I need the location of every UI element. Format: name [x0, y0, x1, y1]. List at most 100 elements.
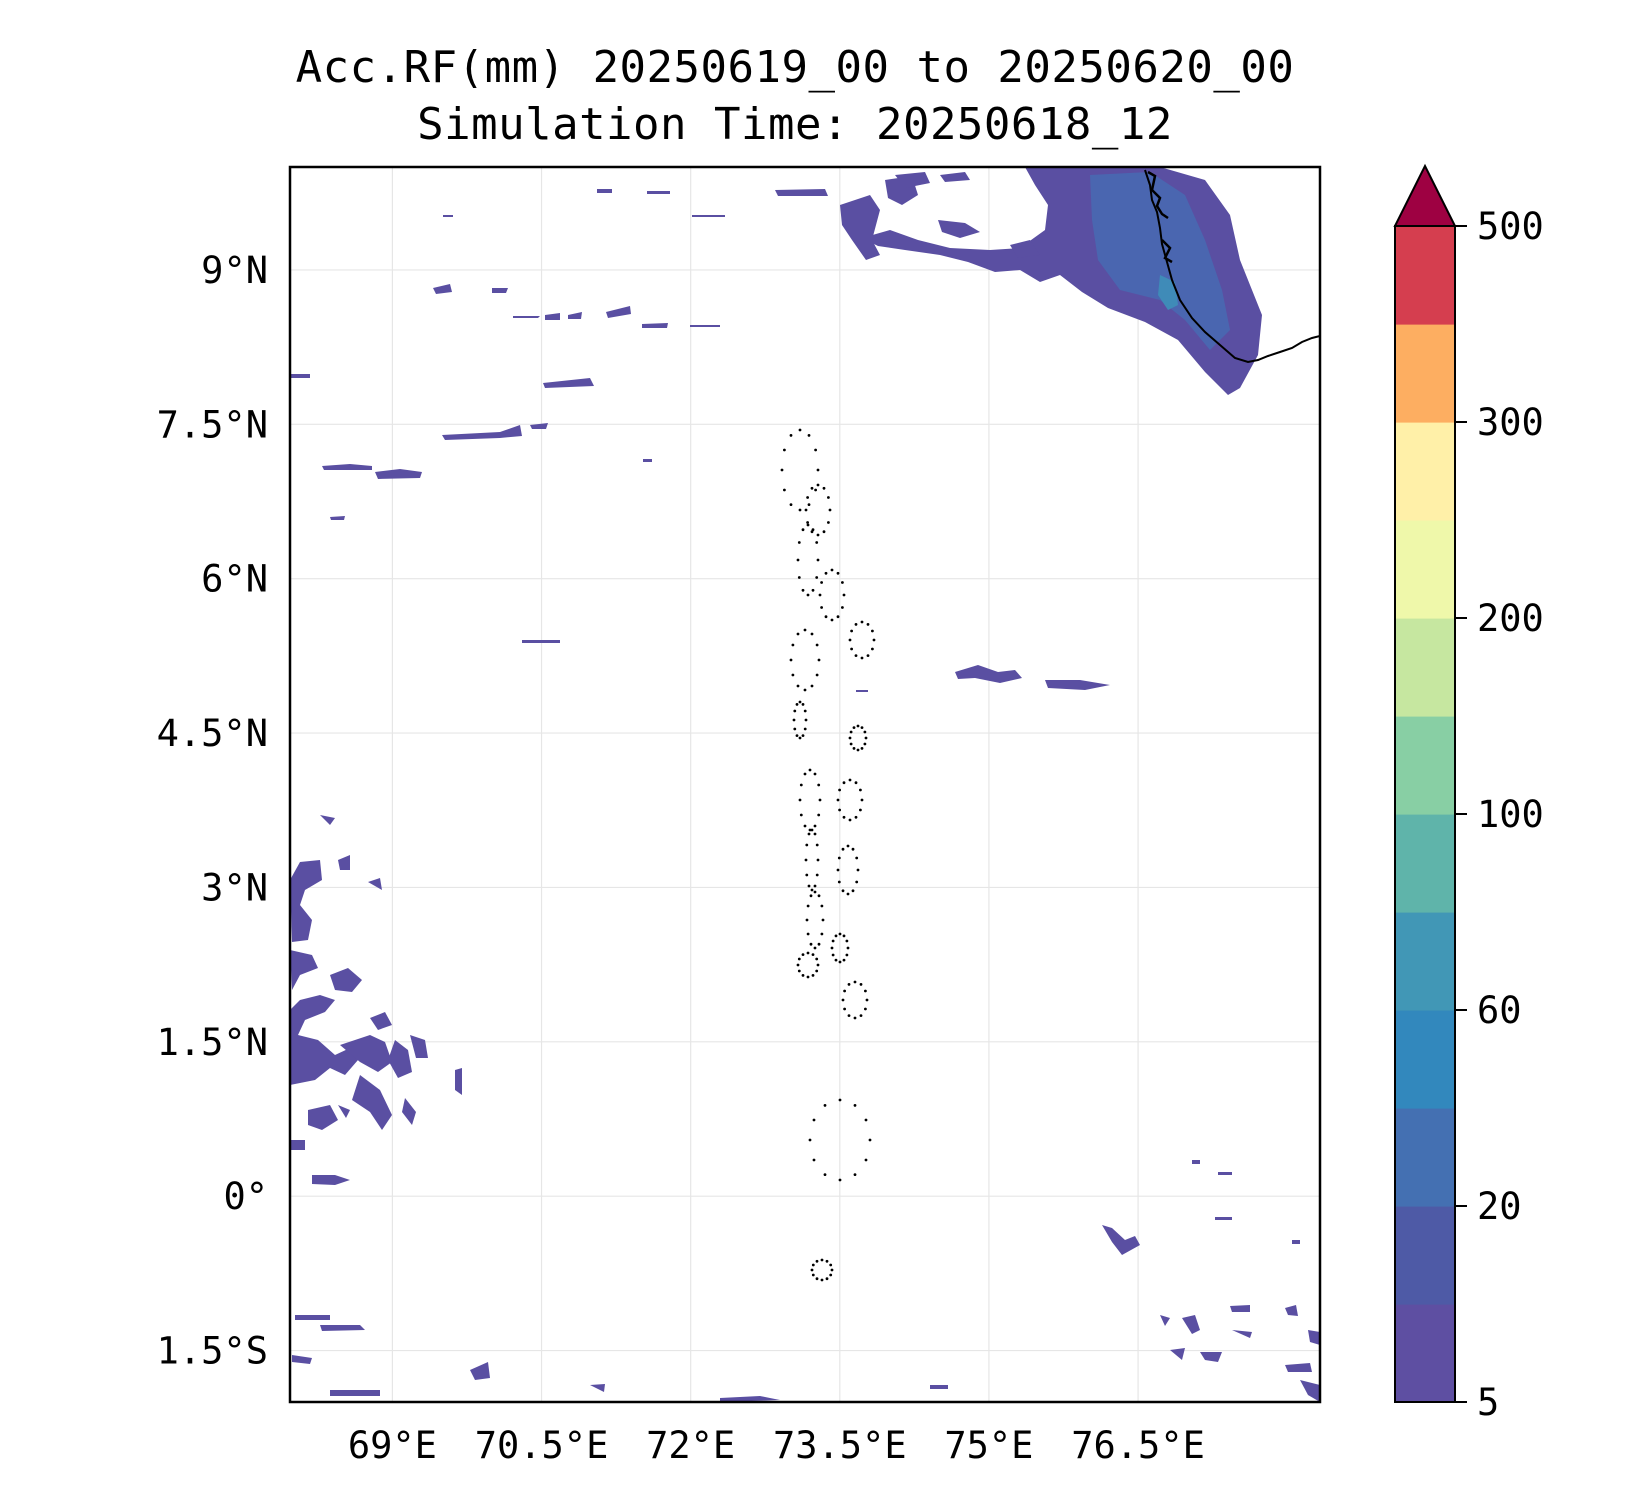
rain-patch [690, 325, 720, 327]
atoll-dot [813, 946, 817, 950]
rain-patch [338, 855, 350, 870]
rain-patch [606, 306, 631, 318]
rain-patch [1300, 1380, 1320, 1402]
atoll-dot [801, 588, 805, 592]
colorbar-segment [1395, 814, 1455, 913]
rain-patch [1200, 1352, 1222, 1362]
atoll-dot [798, 736, 802, 740]
atoll-dot [803, 628, 807, 632]
rain-patch [402, 1098, 416, 1125]
rain-patch [338, 1105, 350, 1118]
lat-tick-label: 1.5°N [157, 1021, 268, 1064]
atoll-dot [814, 448, 817, 452]
colorbar-segment [1395, 324, 1455, 423]
atoll-dot [838, 932, 842, 936]
atoll-dot [807, 884, 811, 888]
atoll-dot [820, 1278, 824, 1282]
rain-patch [322, 464, 372, 470]
atoll-dot [818, 593, 822, 597]
lat-tick-label: 6°N [201, 558, 268, 601]
atoll-dot [868, 1138, 872, 1142]
rain-patch [320, 815, 335, 825]
rain-patch [775, 189, 828, 196]
atoll-dot [817, 783, 821, 787]
atoll-dot [805, 918, 809, 922]
atoll-dot [846, 844, 850, 848]
rain-patch [647, 191, 670, 194]
atoll-dot [854, 781, 858, 785]
atoll-dot [864, 1007, 867, 1011]
atoll-dot [825, 1259, 829, 1263]
atoll-dot [851, 889, 855, 893]
atoll-dot [808, 768, 812, 772]
rain-patch [545, 313, 560, 320]
rain-patch [443, 215, 453, 217]
colorbar-tick-label: 5 [1477, 1381, 1499, 1424]
atoll-dot [813, 890, 817, 894]
atoll-dot [820, 606, 823, 609]
colorbar-segment [1395, 716, 1455, 815]
rain-patch [1170, 1348, 1185, 1360]
colorbar-segment [1395, 422, 1455, 521]
atoll-dot [814, 488, 817, 492]
atoll-dot [809, 942, 813, 946]
atoll-dot [842, 781, 846, 785]
atoll-dot [815, 873, 819, 877]
rain-patch [290, 860, 322, 942]
atoll-dot [796, 684, 800, 688]
atoll-dot [806, 951, 810, 955]
maldives-atolls [780, 428, 876, 1282]
atoll-dot [822, 530, 826, 534]
atoll-dot [838, 960, 842, 964]
atoll-dot [829, 1273, 833, 1277]
atoll-dot [856, 868, 860, 872]
rain-patch-core [1090, 172, 1230, 350]
rain-patch [433, 284, 452, 294]
atoll-dot [806, 932, 810, 936]
atoll-dot [793, 727, 797, 731]
rainfall-layer [290, 167, 1320, 1402]
atoll-dot [813, 824, 817, 828]
rain-patch [492, 288, 508, 293]
atoll-dot [816, 963, 820, 967]
atoll-dot [807, 434, 811, 437]
atoll-dot [806, 496, 809, 499]
atoll-dot [810, 486, 814, 490]
atoll-dot [815, 576, 819, 579]
atoll-dot [807, 503, 811, 506]
rain-patch [1230, 1305, 1250, 1312]
atoll-dot [820, 581, 823, 584]
rain-patch [455, 1068, 462, 1095]
atoll-dot [843, 989, 846, 993]
atoll-dot [825, 1277, 829, 1281]
rain-patch [290, 374, 310, 378]
rain-patch [410, 1035, 428, 1058]
rain-patch [442, 425, 522, 440]
atoll-dot [810, 1268, 814, 1272]
rain-patch [290, 995, 358, 1085]
atoll-dot [860, 726, 864, 729]
atoll-dot [866, 654, 870, 657]
atoll-dot [853, 1173, 857, 1176]
atoll-dot [827, 521, 830, 524]
atoll-dot [811, 974, 815, 977]
lat-tick-label: 9°N [201, 249, 268, 292]
colorbar-tick-label: 60 [1477, 989, 1522, 1032]
rain-patch [340, 1035, 392, 1072]
atoll-dot [795, 703, 799, 706]
atoll-dot [811, 588, 815, 592]
atoll-dot [812, 1118, 816, 1122]
lon-tick-label: 70.5°E [475, 1424, 609, 1467]
rain-patch [1215, 1217, 1232, 1220]
atoll-dot [807, 832, 811, 836]
atoll-dot [806, 593, 810, 597]
atoll-dot [796, 558, 800, 562]
atoll-dot [842, 934, 846, 938]
atoll-dot [872, 638, 876, 642]
atoll-dot [810, 632, 814, 636]
rain-patch [1285, 1305, 1298, 1316]
atoll-dot [841, 889, 845, 893]
lat-tick-label: 0° [223, 1175, 268, 1218]
rain-patch [1045, 680, 1110, 690]
atoll-dot [799, 813, 803, 817]
